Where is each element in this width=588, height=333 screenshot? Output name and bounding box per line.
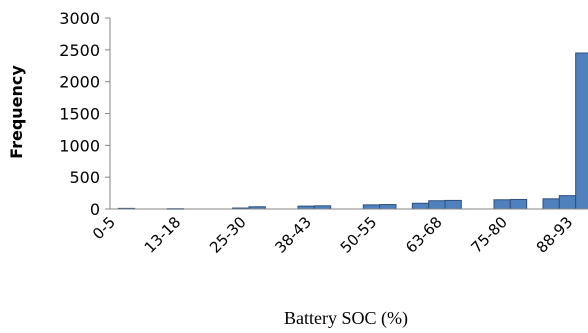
x-axis-label: Battery SOC (%) <box>284 308 408 329</box>
y-axis-label: Frequency <box>7 65 26 159</box>
x-tick-label: 25-30 <box>206 213 250 257</box>
x-tick-label: 75-80 <box>467 213 511 257</box>
bar-60-63 <box>411 202 430 210</box>
x-tick-label: 88-93 <box>533 213 577 257</box>
x-tick-label: 50-55 <box>337 213 381 257</box>
bar-68-70 <box>444 199 462 210</box>
x-tick-label: 13-18 <box>141 213 185 257</box>
x-tick-label: 63-68 <box>402 213 446 257</box>
y-tick-label: 0 <box>90 200 100 219</box>
bar-63-68 <box>428 200 446 210</box>
y-tick-label: 500 <box>69 168 100 187</box>
y-tick-label: 2500 <box>59 41 100 60</box>
y-tick-label: 1500 <box>59 105 100 124</box>
bar-50-55 <box>362 204 381 210</box>
bar-75-80 <box>493 199 511 210</box>
bar-93-100 <box>575 52 588 210</box>
x-axis: 0-5 13-18 25-30 38-43 50-55 63-68 75-80 88-93 <box>89 208 588 257</box>
y-tick-label: 2000 <box>59 73 100 92</box>
bar-80-83 <box>509 198 528 210</box>
bar-88-93 <box>558 195 577 210</box>
bar-85-88 <box>542 198 560 210</box>
y-axis: 0 500 1000 1500 2000 2500 3000 <box>59 9 111 219</box>
x-tick-label: 38-43 <box>271 213 315 257</box>
bar-55-58 <box>379 204 397 210</box>
y-tick-label: 3000 <box>59 9 100 28</box>
y-tick-label: 1000 <box>59 136 100 155</box>
bars <box>117 52 588 210</box>
